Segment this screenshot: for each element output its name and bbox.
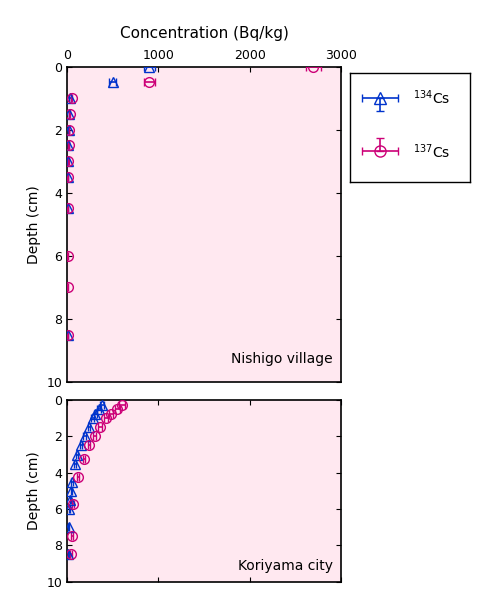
Text: $^{137}$Cs: $^{137}$Cs (413, 142, 450, 161)
Y-axis label: Depth (cm): Depth (cm) (27, 451, 41, 530)
X-axis label: Concentration (Bq/kg): Concentration (Bq/kg) (120, 25, 288, 41)
Text: Koriyama city: Koriyama city (238, 559, 333, 573)
Y-axis label: Depth (cm): Depth (cm) (27, 185, 41, 264)
Text: $^{134}$Cs: $^{134}$Cs (413, 88, 450, 107)
Text: Nishigo village: Nishigo village (231, 352, 333, 366)
